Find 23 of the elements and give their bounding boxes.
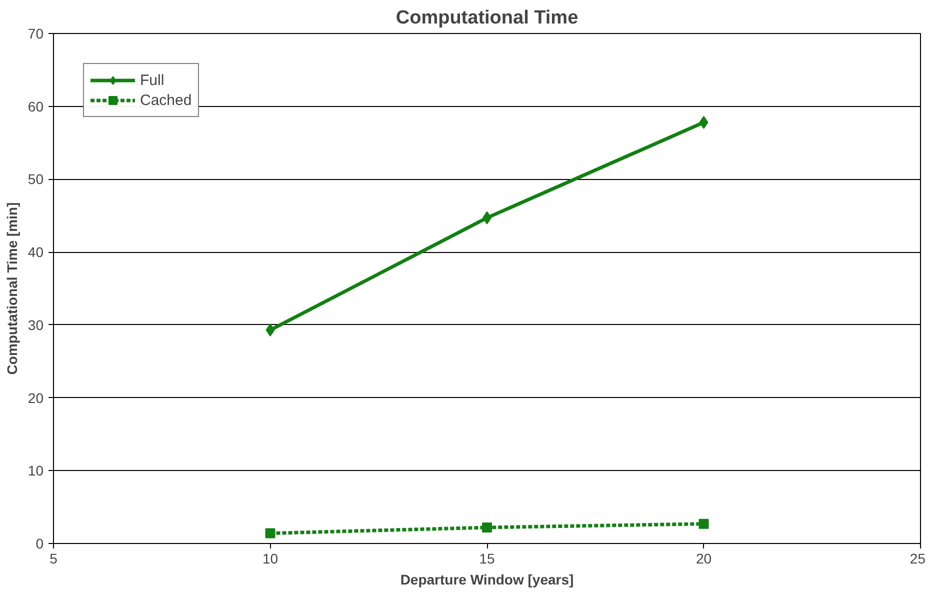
legend-label: Cached: [140, 92, 192, 108]
y-tick-label: 50: [28, 171, 44, 188]
x-tick-label: 5: [50, 550, 58, 566]
y-tick-label: 0: [36, 536, 44, 552]
y-tick-label: 60: [28, 98, 44, 114]
point: [265, 528, 276, 538]
legend-label: Full: [140, 72, 164, 88]
y-axis-title: Computational Time [min]: [4, 202, 20, 375]
point: [266, 324, 275, 337]
y-tick-label: 20: [28, 390, 44, 406]
y-tick-label: 10: [28, 462, 44, 479]
y-tick-label: 70: [28, 26, 44, 42]
x-tick-label: 10: [262, 550, 278, 566]
point: [699, 116, 708, 129]
chart-title: Computational Time: [396, 8, 578, 28]
point: [698, 518, 709, 529]
y-tick-label: 40: [28, 244, 44, 260]
point: [482, 522, 492, 532]
y-tick-label: 30: [28, 316, 44, 333]
x-tick-label: 20: [696, 550, 712, 566]
x-axis-title: Departure Window [years]: [400, 572, 574, 588]
x-tick-label: 15: [479, 550, 495, 566]
x-tick-label: 25: [910, 550, 926, 566]
